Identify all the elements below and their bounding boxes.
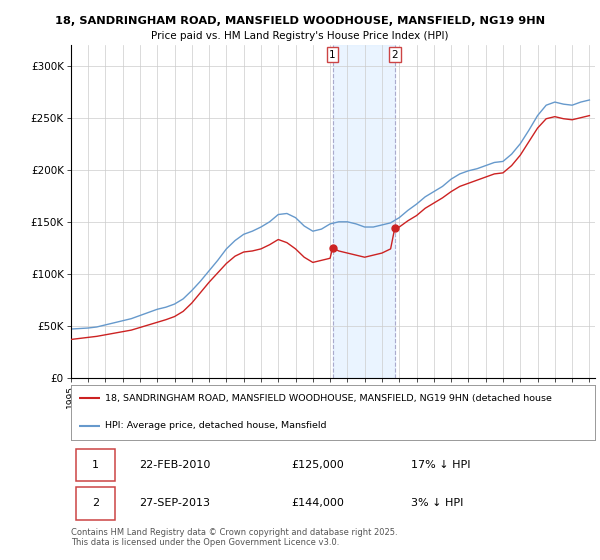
- Text: 2: 2: [92, 498, 99, 508]
- Bar: [332, 45, 395, 378]
- Text: 18, SANDRINGHAM ROAD, MANSFIELD WOODHOUSE, MANSFIELD, NG19 9HN (detached house: 18, SANDRINGHAM ROAD, MANSFIELD WOODHOUS…: [105, 394, 552, 403]
- Text: HPI: Average price, detached house, Mansfield: HPI: Average price, detached house, Mans…: [105, 421, 326, 431]
- Text: £125,000: £125,000: [291, 460, 344, 470]
- Text: 1: 1: [92, 460, 99, 470]
- Text: £144,000: £144,000: [291, 498, 344, 508]
- Text: 2: 2: [391, 50, 398, 60]
- Text: Contains HM Land Registry data © Crown copyright and database right 2025.
This d: Contains HM Land Registry data © Crown c…: [71, 528, 397, 547]
- Text: 17% ↓ HPI: 17% ↓ HPI: [411, 460, 471, 470]
- Text: 1: 1: [329, 50, 336, 60]
- Text: 3% ↓ HPI: 3% ↓ HPI: [411, 498, 464, 508]
- FancyBboxPatch shape: [76, 487, 115, 520]
- FancyBboxPatch shape: [76, 449, 115, 482]
- Text: 18, SANDRINGHAM ROAD, MANSFIELD WOODHOUSE, MANSFIELD, NG19 9HN: 18, SANDRINGHAM ROAD, MANSFIELD WOODHOUS…: [55, 16, 545, 26]
- Text: 27-SEP-2013: 27-SEP-2013: [139, 498, 210, 508]
- Text: 22-FEB-2010: 22-FEB-2010: [139, 460, 210, 470]
- Text: Price paid vs. HM Land Registry's House Price Index (HPI): Price paid vs. HM Land Registry's House …: [151, 31, 449, 41]
